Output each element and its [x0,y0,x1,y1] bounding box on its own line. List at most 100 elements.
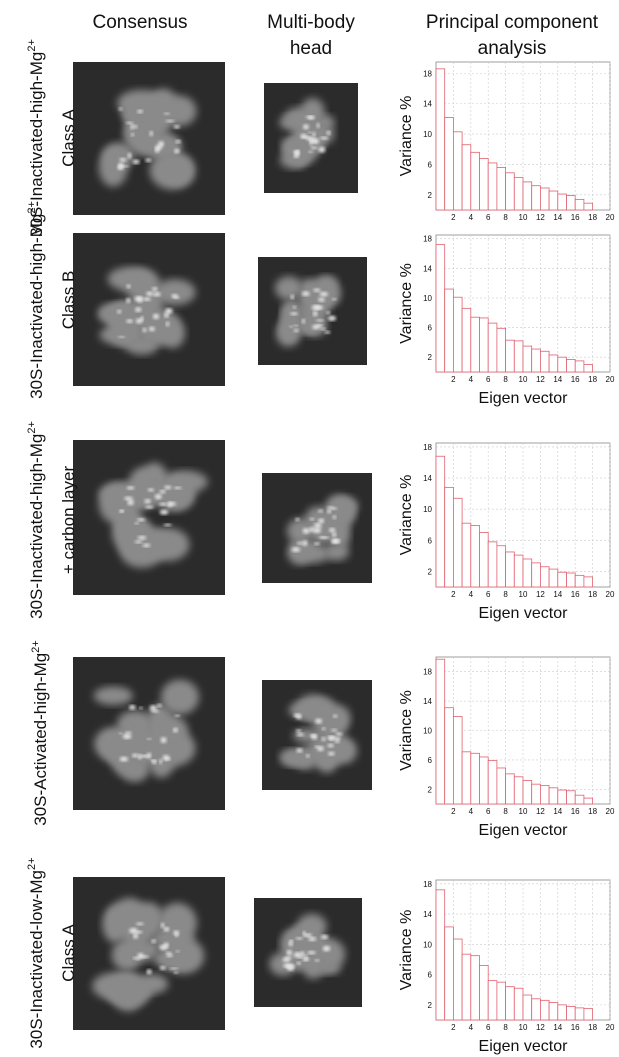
bar [452,296,463,373]
x-tick-label: 12 [536,807,545,816]
density-detail [295,729,302,733]
density [160,679,200,715]
bar [583,1008,594,1021]
density-detail [315,718,323,724]
bar [461,522,472,588]
bar [470,955,480,1021]
column-header: Consensus [92,12,187,33]
density [324,495,354,526]
x-axis-label: Eigen vector [479,1038,569,1055]
x-tick-label: 14 [553,590,562,599]
density-detail [284,956,292,959]
y-tick-label: 14 [423,697,432,706]
density-detail [135,930,143,934]
x-tick-label: 6 [486,590,491,599]
density-detail [134,540,143,544]
density-detail [286,949,292,956]
density-detail [148,326,155,332]
y-axis-label: Variance % [398,690,415,771]
density-detail [316,122,320,128]
density-detail [136,922,144,926]
bar [461,953,472,1021]
bar [435,889,446,1021]
x-tick-label: 4 [469,213,474,222]
y-tick-label: 2 [428,191,433,200]
x-tick-label: 20 [606,590,615,599]
x-tick-label: 2 [451,590,456,599]
density-detail [163,927,170,932]
particle [98,462,208,568]
bar [452,716,463,805]
density-detail [327,315,337,321]
chart: 2 6 10 14 18 2 4 6 8 10 12 14 16 18 20 Variance % Eigen … [398,442,615,622]
density-detail [303,124,309,130]
bar [487,980,498,1021]
density-detail [285,963,295,969]
bar [452,497,463,588]
x-axis-label: Eigen vector [479,605,569,622]
x-tick-label: 20 [606,213,615,222]
density [98,147,128,187]
density-detail [335,732,343,736]
density-detail [117,309,122,314]
density-detail [293,329,299,332]
density-detail [118,335,126,338]
density-detail [301,291,310,297]
density-detail [306,136,314,141]
x-tick-label: 6 [486,375,491,384]
density [279,114,309,131]
density-detail [332,515,337,519]
density-detail [312,310,318,317]
y-tick-label: 14 [423,474,432,483]
y-tick-label: 10 [423,940,432,949]
x-tick-label: 6 [486,807,491,816]
bar [522,558,533,588]
column-header: Multi-body [267,12,355,33]
density-detail [173,125,180,129]
density-detail [137,754,142,760]
bar [479,532,489,588]
density [326,705,351,733]
density-detail [131,133,135,137]
bar [566,359,576,373]
density-detail [318,509,323,513]
density-detail [164,312,169,318]
x-tick-label: 4 [469,375,474,384]
y-tick-label: 18 [423,443,432,452]
particle [274,275,341,347]
density-detail [312,527,322,534]
density [287,540,312,565]
bar [531,185,541,211]
x-tick-label: 18 [588,807,597,816]
row-label-sup: 2+ [26,421,38,434]
bar [487,322,498,373]
bar [435,244,446,373]
density-detail [326,735,335,740]
density-detail [319,291,329,297]
bar [566,1005,576,1021]
density-detail [173,486,182,490]
y-tick-label: 10 [423,727,432,736]
density [92,972,139,1000]
density-detail [160,737,167,743]
density-detail [324,331,331,334]
density-detail [315,319,325,322]
x-tick-label: 20 [606,375,615,384]
y-tick-label: 14 [423,100,432,109]
density-detail [152,287,158,292]
bar [540,187,550,211]
density-detail [297,541,303,545]
density-detail [309,517,315,521]
bar [557,193,567,211]
bar [513,987,524,1021]
density-detail [173,971,179,974]
row-label: 30S-Inactivated-high-Mg2+ [26,421,46,619]
row-label-main: 30S-Inactivated-high-Mg [27,214,46,399]
x-tick-label: 14 [553,213,562,222]
bar [435,455,446,588]
bar [548,1002,559,1021]
x-tick-label: 20 [606,1023,615,1032]
x-tick-label: 14 [553,807,562,816]
x-tick-label: 2 [451,807,456,816]
bar [522,994,533,1021]
